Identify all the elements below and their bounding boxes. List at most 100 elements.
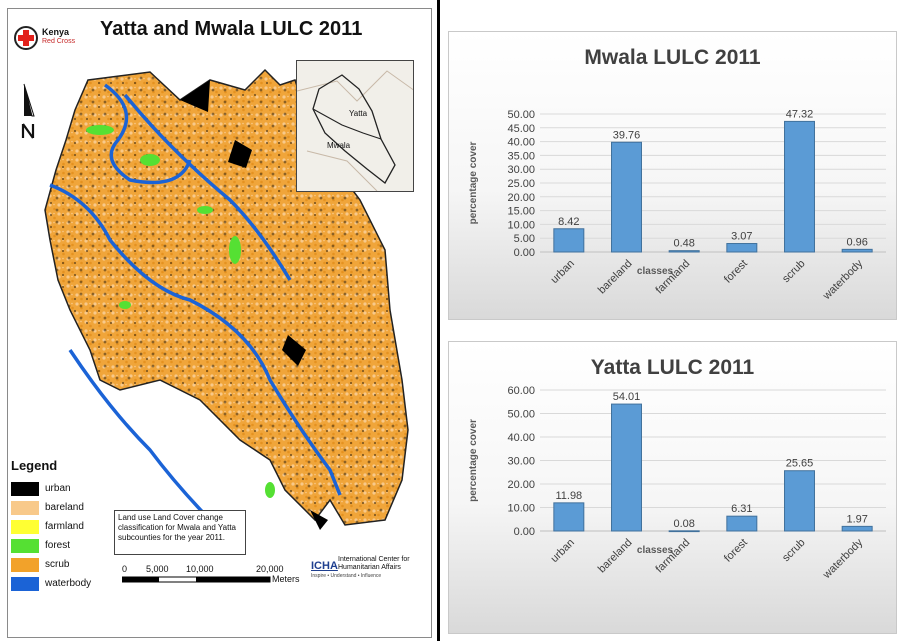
legend-swatch-scrub [11, 557, 39, 572]
bar-scrub [784, 470, 815, 532]
bar-urban [553, 228, 585, 253]
x-axis-title: classes [637, 266, 674, 277]
bar-farmland [668, 250, 700, 253]
bar-waterbody [841, 248, 873, 253]
north-arrow-icon [21, 83, 35, 139]
legend-item-farmland: farmland [11, 517, 111, 536]
x-tick-label: bareland [596, 258, 635, 297]
logo-line1: Kenya [42, 27, 70, 37]
scale-label-10000: 10,000 [186, 564, 214, 574]
data-label: 47.32 [786, 108, 814, 120]
legend-swatch-waterbody [11, 576, 39, 591]
legend-item-scrub: scrub [11, 555, 111, 574]
y-tick-label: 30.00 [507, 164, 535, 176]
bar-bareland [611, 141, 642, 253]
x-tick-label: forest [722, 537, 750, 565]
scale-bar: 0 5,000 10,000 20,000 Meters [120, 564, 310, 592]
icha-name: International Center for Humanitarian Af… [338, 556, 410, 571]
scale-label-5000: 5,000 [146, 564, 169, 574]
y-tick-label: 10.00 [507, 219, 535, 231]
legend-label-farmland: farmland [45, 521, 84, 532]
legend-label-waterbody: waterbody [45, 578, 92, 589]
y-tick-label: 45.00 [507, 123, 535, 135]
y-tick-label: 0.00 [514, 526, 535, 538]
y-tick-label: 0.00 [514, 247, 535, 259]
y-tick-label: 40.00 [507, 432, 535, 444]
bar-scrub [784, 120, 815, 253]
y-axis-title: percentage cover [468, 141, 479, 224]
data-label: 0.08 [673, 518, 694, 530]
forest-patches [86, 125, 275, 498]
legend-item-bareland: bareland [11, 498, 111, 517]
y-tick-label: 25.00 [507, 178, 535, 190]
x-tick-label: waterbody [820, 536, 865, 581]
scale-unit: Meters [272, 574, 300, 584]
data-label: 0.96 [846, 236, 867, 248]
y-tick-label: 50.00 [507, 409, 535, 421]
data-label: 6.31 [731, 503, 752, 515]
x-tick-label: forest [722, 258, 750, 286]
x-tick-label: farmland [654, 537, 693, 576]
data-label: 54.01 [613, 391, 641, 403]
data-label: 25.65 [786, 458, 814, 470]
chart-title: Yatta LULC 2011 [590, 356, 755, 379]
legend-items: urban bareland farmland forest scrub waterbod… [11, 479, 111, 593]
x-tick-label: scrub [780, 537, 808, 565]
chart-yatta: Yatta LULC 2011 0.00 10.00 20.00 30.00 40.00… [448, 341, 897, 634]
x-tick-label: waterbody [820, 257, 865, 302]
urban-patches [180, 80, 328, 530]
bar-waterbody [841, 525, 873, 532]
legend-label-urban: urban [45, 483, 71, 494]
inset-label-mwala: Mwala [327, 141, 351, 150]
legend-swatch-bareland [11, 500, 39, 515]
y-tick-label: 5.00 [514, 233, 535, 245]
rivers [49, 83, 342, 532]
x-tick-label: farmland [654, 258, 693, 297]
x-axis-title: classes [637, 545, 674, 556]
legend-swatch-farmland [11, 519, 39, 534]
y-tick-label: 60.00 [507, 385, 535, 397]
data-label: 0.48 [673, 238, 694, 250]
bar-farmland [668, 530, 700, 533]
logo-line2: Red Cross [42, 38, 76, 45]
y-axis-title: percentage cover [468, 419, 479, 502]
icha-tagline: Inspire • Understand • Influence [311, 573, 382, 579]
legend-item-urban: urban [11, 479, 111, 498]
bar-bareland [611, 403, 642, 532]
map-legend: Legend urban bareland farmland forest scrub w… [11, 458, 111, 608]
x-tick-label: urban [549, 258, 577, 286]
y-tick-label: 20.00 [507, 192, 535, 204]
y-tick-label: 15.00 [507, 206, 535, 218]
y-tick-label: 35.00 [507, 150, 535, 162]
scale-label-20000: 20,000 [256, 564, 284, 574]
kenya-red-cross-logo: Kenya Red Cross [14, 26, 84, 56]
inset-map-graphic [297, 70, 413, 191]
y-tick-label: 30.00 [507, 456, 535, 468]
map-panel: Kenya Red Cross Yatta and Mwala LULC 201… [0, 0, 437, 641]
chart-plot: 0.00 10.00 20.00 30.00 40.00 50.00 60.00 11.98 u… [468, 385, 886, 582]
legend-title: Legend [11, 458, 58, 473]
legend-label-scrub: scrub [45, 559, 70, 570]
map-title: Yatta and Mwala LULC 2011 [100, 18, 363, 40]
icha-logo: ICHA International Center for Humanitari… [311, 556, 421, 586]
y-tick-label: 20.00 [507, 479, 535, 491]
icha-mark: ICHA [311, 560, 338, 572]
data-label: 1.97 [846, 513, 867, 525]
bar-forest [726, 515, 758, 532]
data-label: 39.76 [613, 129, 641, 141]
y-tick-label: 40.00 [507, 137, 535, 149]
data-label: 8.42 [558, 216, 579, 228]
map-caption: Land use Land Cover change classificatio… [114, 510, 246, 555]
scale-bar-graphic [122, 576, 271, 583]
data-label: 11.98 [555, 490, 582, 502]
red-cross-horizontal [18, 35, 34, 41]
legend-label-bareland: bareland [45, 502, 84, 513]
chart-title: Mwala LULC 2011 [584, 46, 761, 69]
y-tick-label: 10.00 [507, 503, 535, 515]
legend-item-forest: forest [11, 536, 111, 555]
inset-label-yatta: Yatta [349, 109, 368, 118]
x-tick-label: bareland [596, 537, 635, 576]
bar-urban [553, 502, 585, 532]
x-tick-label: scrub [780, 258, 808, 286]
